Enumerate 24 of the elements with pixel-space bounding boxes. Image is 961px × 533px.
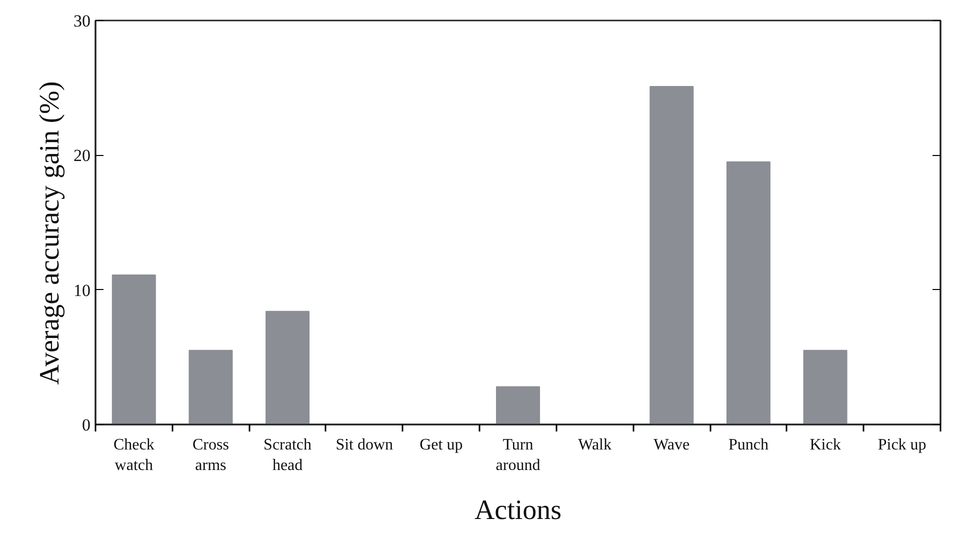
y-tick-label: 0 bbox=[82, 416, 90, 434]
bar bbox=[188, 350, 233, 424]
y-tick-label: 30 bbox=[74, 12, 90, 30]
x-tick-label: Cross arms bbox=[192, 436, 229, 474]
x-tick-label: Scratch head bbox=[264, 436, 312, 474]
bar bbox=[726, 161, 770, 424]
y-axis-title: Average accuracy gain (%) bbox=[34, 81, 66, 385]
bar bbox=[112, 274, 156, 424]
y-tick-label: 20 bbox=[74, 146, 90, 166]
bar bbox=[650, 86, 694, 424]
x-tick-label: Walk bbox=[578, 436, 612, 454]
y-tick-label: 10 bbox=[74, 280, 90, 300]
x-tick-label: Turn around bbox=[496, 436, 540, 474]
x-tick-label: Get up bbox=[420, 436, 463, 454]
bar bbox=[496, 386, 540, 424]
bar bbox=[266, 310, 310, 424]
x-tick-label: Wave bbox=[654, 436, 690, 454]
x-tick-label: Kick bbox=[810, 436, 841, 454]
x-axis-title: Actions bbox=[474, 494, 562, 526]
x-tick-label: Punch bbox=[728, 436, 768, 454]
x-tick-label: Pick up bbox=[878, 436, 926, 454]
x-tick-label: Sit down bbox=[336, 436, 394, 454]
x-tick-label: Check watch bbox=[113, 436, 154, 474]
bar bbox=[803, 350, 848, 424]
